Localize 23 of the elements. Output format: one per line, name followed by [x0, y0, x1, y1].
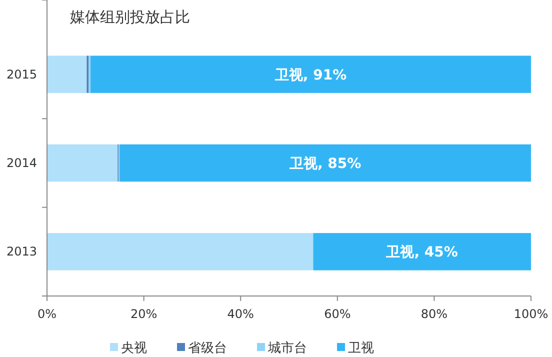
y-tick-label: 2013 — [6, 244, 37, 259]
x-tick-label: 0% — [37, 307, 57, 321]
x-tick-label: 60% — [324, 307, 351, 321]
x-tick-label: 100% — [514, 307, 548, 321]
data-label: 卫视, 91% — [274, 66, 347, 84]
x-tick-label: 80% — [420, 307, 448, 321]
y-tick-label: 2015 — [6, 67, 37, 82]
bar — [120, 144, 531, 182]
bar — [47, 56, 87, 93]
data-label: 卫视, 85% — [288, 155, 362, 172]
y-tick-label: 2014 — [6, 156, 37, 170]
legend-label: 卫视 — [348, 341, 374, 356]
legend-label: 央视 — [121, 341, 147, 356]
data-label: 卫视, 45% — [385, 244, 458, 261]
legend-label: 城市台 — [267, 341, 307, 356]
text: 媒体组别投放占比 — [70, 8, 190, 26]
bar — [313, 233, 531, 270]
bar — [90, 56, 531, 93]
legend-label: 省级台 — [188, 341, 227, 356]
x-tick-label: 40% — [227, 307, 254, 321]
x-tick-label: 20% — [130, 307, 158, 321]
bar — [47, 144, 118, 182]
bar — [47, 233, 314, 270]
